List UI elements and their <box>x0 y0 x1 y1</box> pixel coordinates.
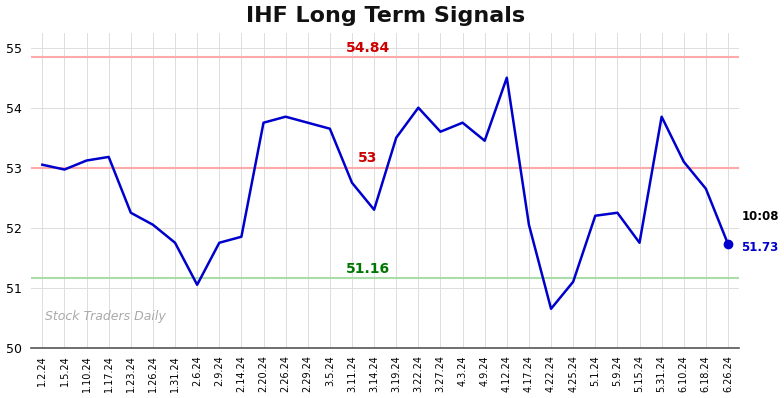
Text: 51.16: 51.16 <box>346 262 390 276</box>
Text: 51.73: 51.73 <box>741 241 779 254</box>
Text: 10:08: 10:08 <box>741 210 779 223</box>
Text: Stock Traders Daily: Stock Traders Daily <box>45 310 166 323</box>
Title: IHF Long Term Signals: IHF Long Term Signals <box>245 6 524 25</box>
Text: 53: 53 <box>358 151 378 165</box>
Text: 54.84: 54.84 <box>346 41 390 55</box>
